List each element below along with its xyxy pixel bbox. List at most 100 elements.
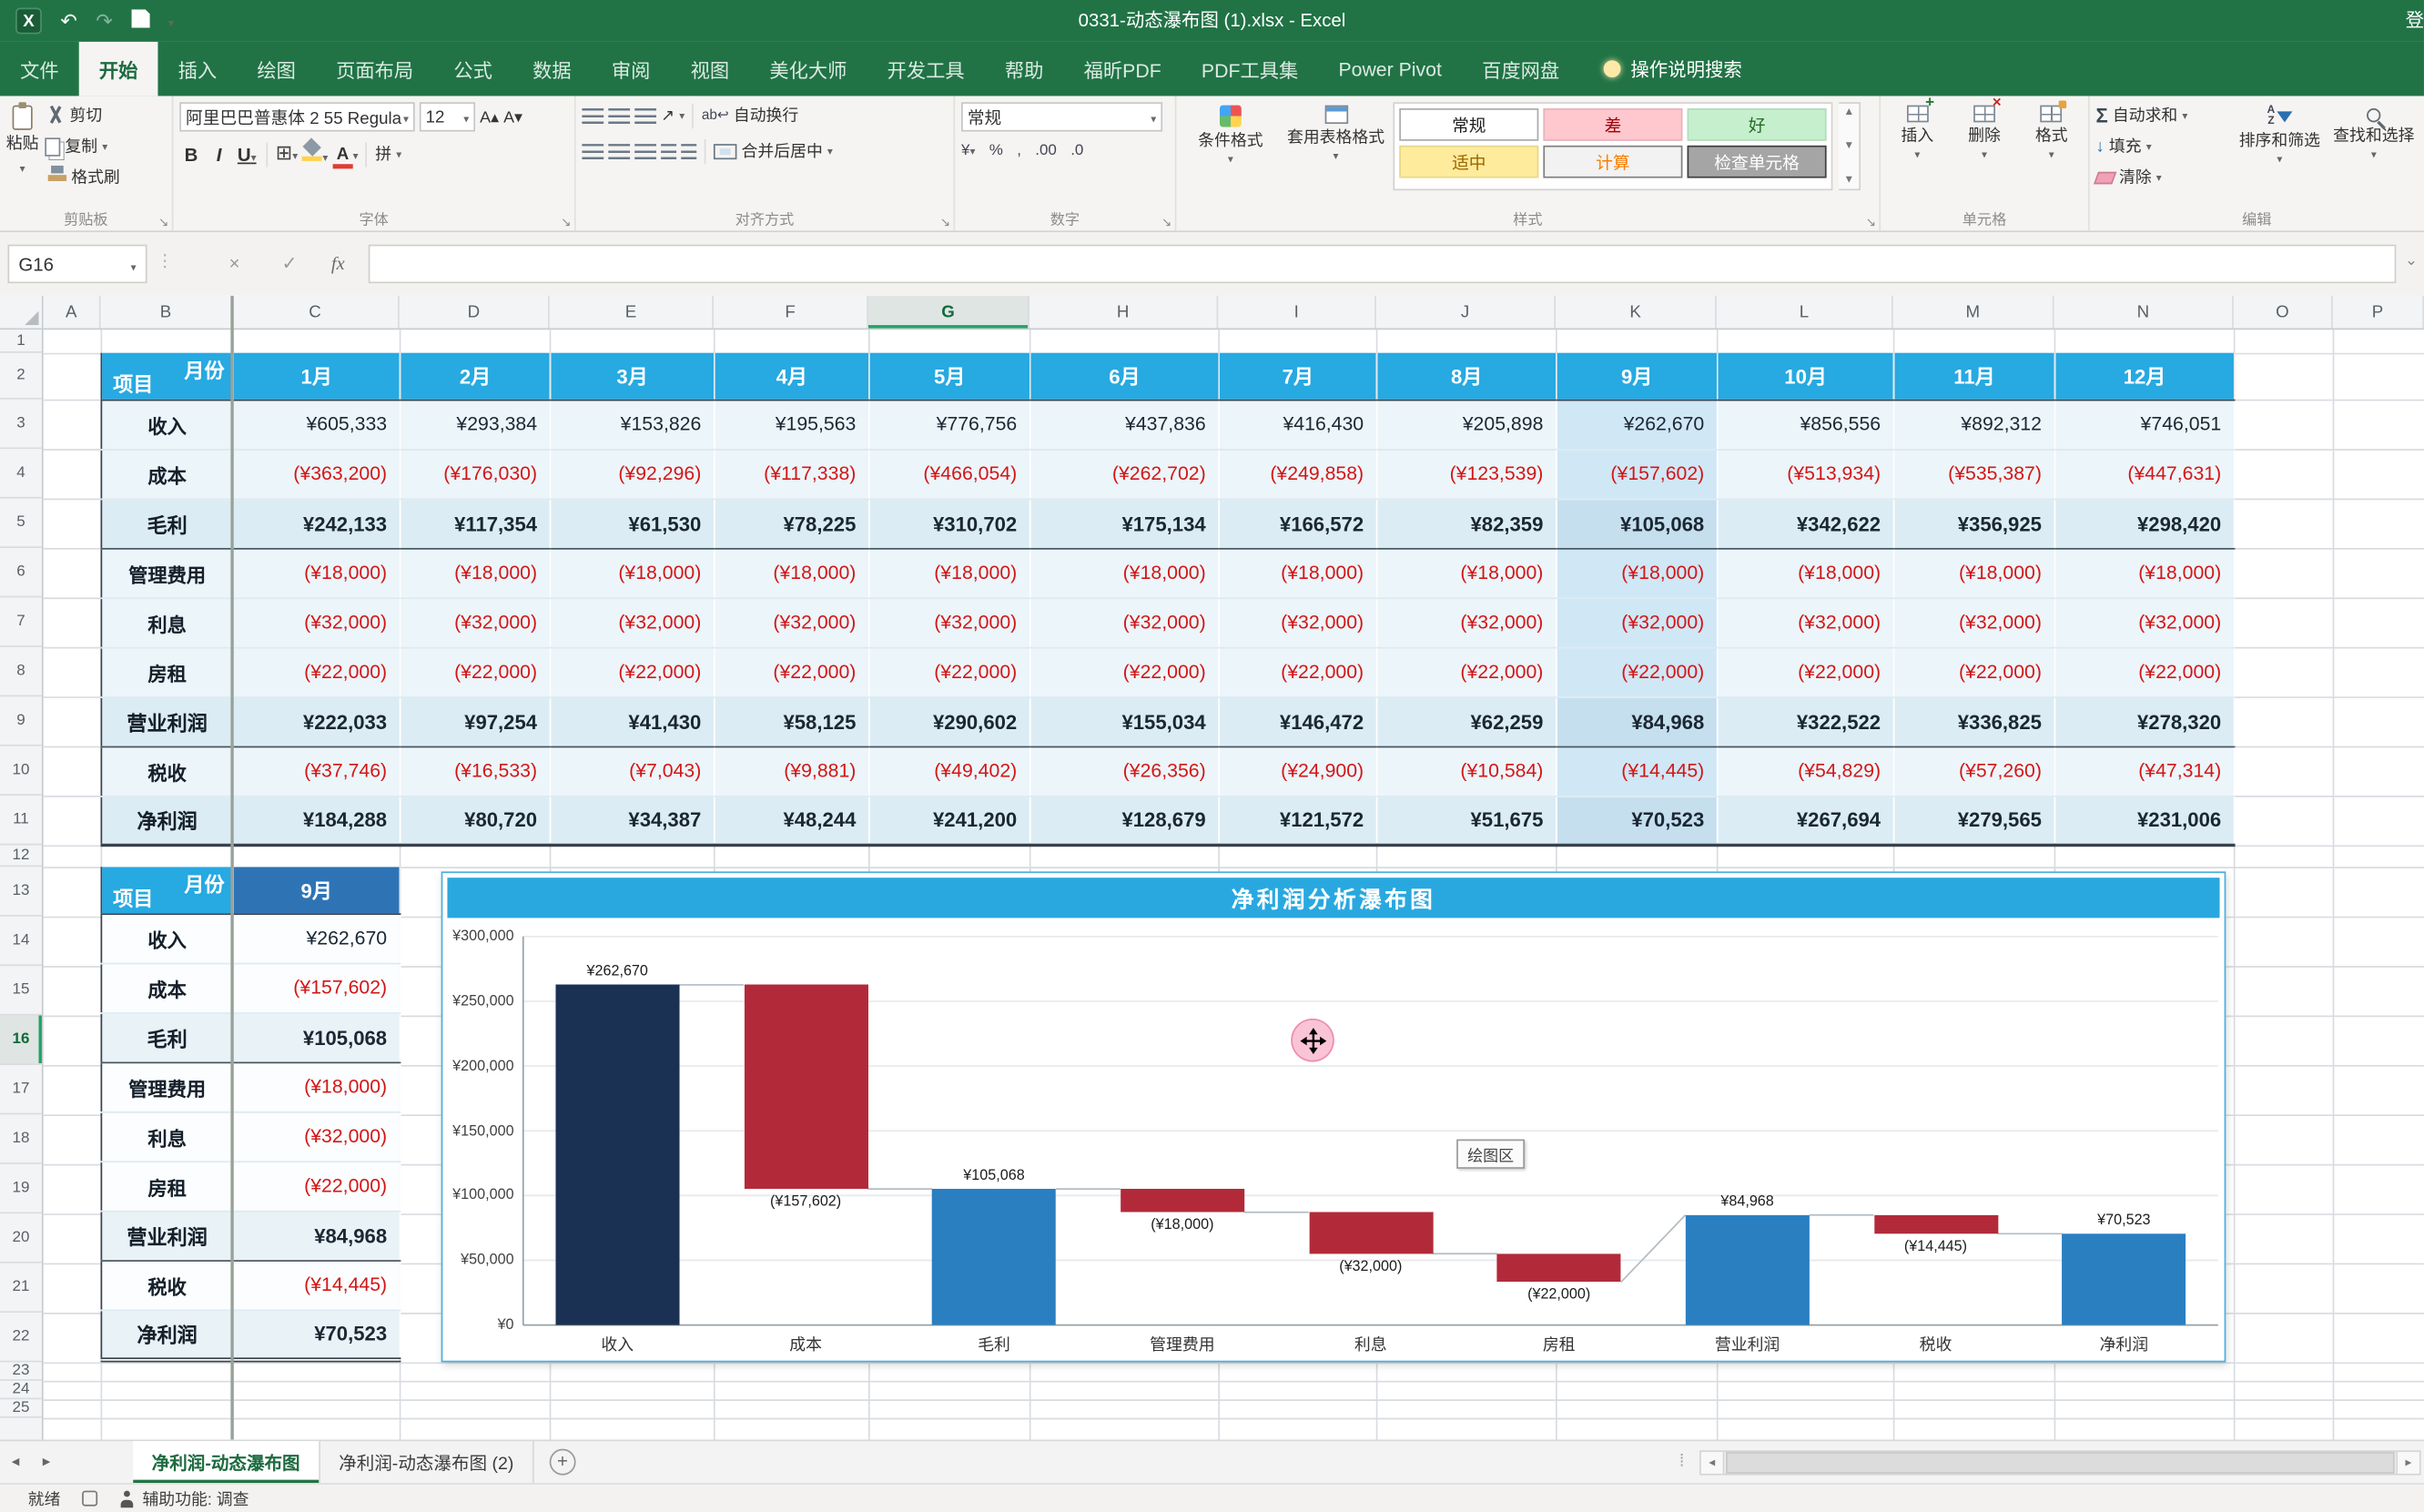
row-header-25[interactable]: 25 [0, 1399, 42, 1418]
table-cell[interactable]: (¥22,000) [1717, 646, 1895, 698]
table-cell[interactable]: (¥10,584) [1376, 746, 1557, 797]
row-header-18[interactable]: 18 [0, 1114, 42, 1164]
table-cell[interactable]: (¥157,602) [1556, 449, 1719, 500]
waterfall-bar-利息[interactable] [1308, 1212, 1433, 1254]
gallery-scroll[interactable]: ▲ ▼ ▼ [1839, 102, 1861, 191]
table-cell[interactable]: ¥416,430 [1219, 399, 1378, 450]
accessibility-status[interactable]: 辅助功能: 调查 [119, 1487, 249, 1510]
cell-style-检查单元格[interactable]: 检查单元格 [1687, 145, 1827, 178]
table-cell[interactable]: ¥34,387 [550, 795, 715, 847]
table-cell[interactable]: (¥32,000) [1893, 597, 2056, 648]
borders-button[interactable]: ⊞ [276, 142, 299, 167]
row-header-15[interactable]: 15 [0, 966, 42, 1016]
cell-style-常规[interactable]: 常规 [1399, 108, 1539, 141]
month-header-5月[interactable]: 5月 [868, 352, 1031, 401]
row-label-营业利润[interactable]: 营业利润 [101, 1209, 234, 1262]
row-header-21[interactable]: 21 [0, 1263, 42, 1314]
table-cell[interactable]: ¥892,312 [1893, 399, 2056, 450]
table-cell[interactable]: ¥166,572 [1219, 497, 1378, 549]
column-header-C[interactable]: C [232, 295, 400, 329]
month-header-7月[interactable]: 7月 [1219, 352, 1378, 401]
row-header-17[interactable]: 17 [0, 1065, 42, 1115]
table-cell[interactable]: (¥32,000) [2054, 597, 2236, 648]
table-cell[interactable]: ¥153,826 [550, 399, 715, 450]
formula-bar-expand-icon[interactable]: ⌄ [2404, 252, 2419, 269]
table-cell[interactable]: (¥22,000) [1376, 646, 1557, 698]
column-header-A[interactable]: A [44, 295, 101, 329]
phonetic-button[interactable]: 拼 [375, 141, 401, 167]
decrease-indent-icon[interactable] [661, 143, 677, 159]
table-cell[interactable]: (¥18,000) [1029, 547, 1220, 599]
percent-style-button[interactable]: % [989, 142, 1003, 160]
table-cell[interactable]: (¥32,000) [1717, 597, 1895, 648]
cell-style-适中[interactable]: 适中 [1399, 145, 1539, 178]
table-cell[interactable]: ¥336,825 [1893, 695, 2056, 747]
month-header-6月[interactable]: 6月 [1029, 352, 1220, 401]
format-painter-button[interactable]: 格式刷 [45, 164, 120, 190]
table-cell[interactable]: ¥84,968 [232, 1209, 401, 1262]
tab-文件[interactable]: 文件 [20, 60, 59, 83]
row-header-24[interactable]: 24 [0, 1381, 42, 1400]
table-cell[interactable]: (¥32,000) [714, 597, 870, 648]
column-header-B[interactable]: B [101, 295, 233, 329]
table-cell[interactable]: (¥37,746) [232, 746, 401, 797]
waterfall-bar-收入[interactable] [555, 984, 680, 1325]
row-label-净利润[interactable]: 净利润 [101, 1308, 234, 1360]
horizontal-scrollbar[interactable]: ◂ ▸ [1699, 1450, 2421, 1476]
clipboard-dialog-launcher[interactable]: ↘ [157, 215, 169, 229]
add-sheet-button[interactable]: + [549, 1448, 576, 1476]
table-cell[interactable]: ¥195,563 [714, 399, 870, 450]
waterfall-chart[interactable]: 净利润分析瀑布图 ¥300,000 ¥250,000 ¥200,000 ¥150,00… [441, 871, 2226, 1363]
waterfall-bar-毛利[interactable] [931, 1189, 1057, 1325]
table-cell[interactable]: (¥18,000) [1376, 547, 1557, 599]
bold-button[interactable]: B [184, 143, 198, 166]
table-cell[interactable]: (¥22,000) [550, 646, 715, 698]
tab-开始[interactable]: 开始 [78, 41, 158, 96]
row-label-利息[interactable]: 利息 [101, 1111, 234, 1162]
tab-splitter[interactable]: ⁞ [1679, 1452, 1685, 1471]
row-header-8[interactable]: 8 [0, 647, 42, 697]
row-header-6[interactable]: 6 [0, 548, 42, 598]
table-cell[interactable]: ¥356,925 [1893, 497, 2056, 549]
row-label-营业利润[interactable]: 营业利润 [101, 695, 234, 747]
column-header-I[interactable]: I [1218, 295, 1376, 329]
table-cell[interactable]: ¥84,968 [1556, 695, 1719, 747]
table-cell[interactable]: (¥18,000) [232, 547, 401, 599]
month-header-1月[interactable]: 1月 [232, 352, 401, 401]
cell-style-计算[interactable]: 计算 [1543, 145, 1683, 178]
table-cell[interactable]: (¥32,000) [1376, 597, 1557, 648]
font-name-combo[interactable]: 阿里巴巴普惠体 2 55 Regula [179, 102, 415, 132]
sheet-cells[interactable]: 月份 项目 1月 2月 3月 4月 5月 6月 7月 8月 9月 10月 11月 12月 收入 ¥605,33… [43, 330, 2424, 1440]
table-cell[interactable]: (¥18,000) [1717, 547, 1895, 599]
row-label-收入[interactable]: 收入 [101, 399, 234, 450]
row-header-16[interactable]: 16 [0, 1015, 42, 1065]
format-as-table-button[interactable]: 套用表格格式 [1284, 102, 1386, 208]
waterfall-bar-净利润[interactable] [2062, 1233, 2186, 1325]
row-header-13[interactable]: 13 [0, 867, 42, 917]
table-cell[interactable]: ¥322,522 [1717, 695, 1895, 747]
table-cell[interactable]: (¥18,000) [550, 547, 715, 599]
table-cell[interactable]: (¥14,445) [1556, 746, 1719, 797]
table-cell[interactable]: ¥746,051 [2054, 399, 2236, 450]
sheet-nav-right-icon[interactable]: ▸ [42, 1453, 51, 1471]
row-label-毛利[interactable]: 毛利 [101, 497, 234, 549]
table-cell[interactable]: (¥22,000) [868, 646, 1031, 698]
corner-cell[interactable]: 月份 项目 [101, 352, 234, 401]
row-label-税收[interactable]: 税收 [101, 746, 234, 797]
tab-美化大师[interactable]: 美化大师 [769, 60, 847, 83]
table-cell[interactable]: ¥279,565 [1893, 795, 2056, 847]
table-cell[interactable]: (¥32,000) [1219, 597, 1378, 648]
table-cell[interactable]: (¥249,858) [1219, 449, 1378, 500]
increase-indent-icon[interactable] [681, 143, 697, 159]
row-header-23[interactable]: 23 [0, 1362, 42, 1381]
column-header-P[interactable]: P [2333, 295, 2424, 329]
table-cell[interactable]: (¥535,387) [1893, 449, 2056, 500]
row-label-税收[interactable]: 税收 [101, 1260, 234, 1311]
table-cell[interactable]: ¥262,670 [232, 913, 401, 964]
scrollbar-thumb[interactable] [1726, 1452, 2395, 1474]
table-cell[interactable]: ¥48,244 [714, 795, 870, 847]
table-cell[interactable]: ¥62,259 [1376, 695, 1557, 747]
row-label-管理费用[interactable]: 管理费用 [101, 1061, 234, 1112]
table-cell[interactable]: (¥22,000) [714, 646, 870, 698]
sheet-tab-净利润-动态瀑布图[interactable]: 净利润-动态瀑布图 [133, 1441, 320, 1484]
